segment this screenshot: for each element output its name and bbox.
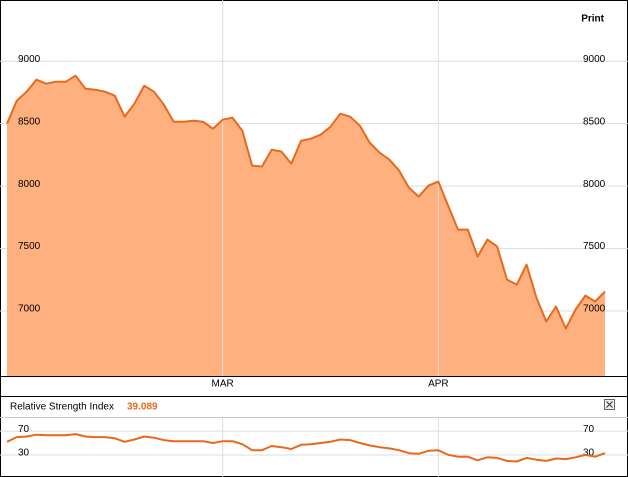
x-tick-label: MAR (212, 379, 234, 390)
y-tick-label: 70 (583, 424, 595, 435)
y-tick-label: 9000 (583, 54, 606, 65)
print-link[interactable]: Print (581, 14, 604, 25)
x-tick-label: APR (428, 379, 449, 390)
y-tick-label: 70 (18, 424, 30, 435)
y-tick-label: 8500 (18, 116, 41, 127)
y-tick-label: 30 (583, 448, 595, 459)
y-tick-label: 8000 (583, 179, 606, 190)
close-button[interactable] (604, 399, 615, 410)
line (6, 74, 606, 330)
y-tick-label: 7500 (583, 241, 606, 252)
y-tick-label: 9000 (18, 54, 41, 65)
line (6, 433, 606, 463)
area (7, 75, 605, 376)
y-tick-label: 8000 (18, 179, 41, 190)
rsi-title: Relative Strength Index (10, 402, 114, 413)
y-tick-label: 7000 (18, 304, 41, 315)
y-tick-label: 7500 (18, 241, 41, 252)
y-tick-label: 7000 (583, 304, 606, 315)
y-tick-label: 8500 (583, 116, 606, 127)
rsi-value: 39.089 (127, 402, 158, 413)
y-tick-label: 30 (18, 448, 30, 459)
